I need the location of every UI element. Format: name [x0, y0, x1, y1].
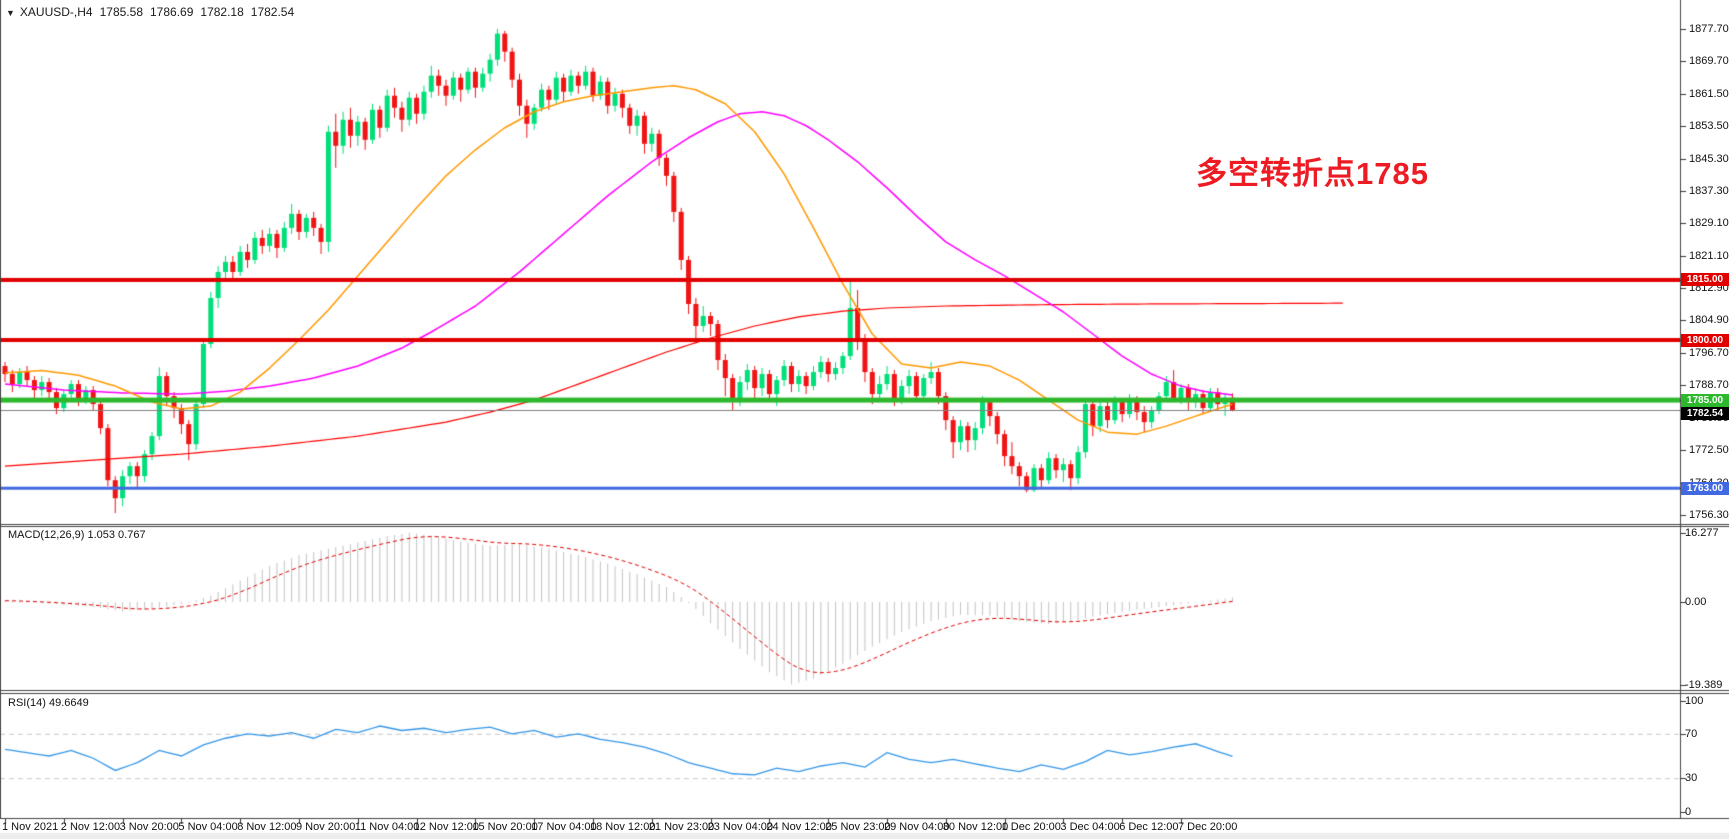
time-axis-label: 3 Nov 20:00	[119, 821, 179, 833]
rsi-axis-label: 70	[1685, 727, 1698, 740]
current-price-badge: 1782.54	[1681, 407, 1729, 420]
macd-indicator-label: MACD(12,26,9) 1.053 0.767	[8, 529, 146, 541]
time-axis-label: 23 Nov 04:00	[707, 821, 774, 833]
time-axis-label: 11 Nov 04:00	[354, 821, 420, 833]
price-axis-label: 1837.30	[1689, 184, 1729, 197]
time-axis-label: 2 Nov 12:00	[60, 821, 121, 833]
price-axis-label: 1796.70	[1689, 347, 1729, 360]
time-axis-label: 1 Dec 20:00	[1001, 821, 1061, 833]
price-level-badge: 1785.00	[1681, 394, 1729, 407]
price-level-badge: 1763.00	[1681, 482, 1729, 495]
price-level-badge: 1815.00	[1681, 273, 1729, 286]
quote-open: 1785.58	[99, 5, 143, 19]
rsi-indicator-label: RSI(14) 49.6649	[8, 697, 89, 709]
time-axis-label: 29 Nov 04:00	[884, 821, 950, 833]
price-axis-label: 1877.70	[1689, 22, 1729, 35]
price-axis-label: 1829.10	[1689, 217, 1729, 230]
price-axis-label: 1788.70	[1689, 379, 1729, 392]
symbol-info-bar: ▼ XAUUSD-,H4 1785.58 1786.69 1782.18 1782.54	[6, 5, 301, 19]
time-axis-label: 25 Nov 23:00	[825, 821, 891, 833]
time-axis-label: 9 Nov 20:00	[296, 821, 356, 833]
time-axis-label: 1 Nov 2021	[2, 821, 59, 833]
time-axis-label: 8 Nov 12:00	[237, 821, 297, 833]
rsi-axis-label: 0	[1685, 805, 1692, 818]
quote-high: 1786.69	[150, 5, 194, 19]
price-axis-label: 1772.50	[1689, 444, 1729, 457]
quote-close: 1782.54	[250, 5, 295, 19]
time-axis-label: 24 Nov 12:00	[766, 821, 832, 833]
time-axis-label: 21 Nov 23:00	[648, 821, 715, 833]
price-axis-label: 1756.30	[1689, 509, 1729, 522]
time-axis-label: 12 Nov 12:00	[413, 821, 480, 833]
price-axis-label: 1804.90	[1689, 314, 1729, 327]
symbol-timeframe-label: XAUUSD-,H4	[19, 5, 93, 19]
rsi-axis-label: 100	[1685, 694, 1704, 707]
time-axis-label: 6 Dec 12:00	[1119, 821, 1179, 833]
price-level-badge: 1800.00	[1681, 334, 1729, 347]
macd-axis-label: 16.277	[1685, 526, 1719, 539]
macd-axis-label: 0.00	[1685, 596, 1707, 608]
price-axis-label: 1853.50	[1689, 119, 1729, 132]
price-axis-label: 1869.70	[1689, 54, 1729, 67]
price-axis-label: 1861.50	[1689, 87, 1729, 100]
time-axis-label: 18 Nov 12:00	[590, 821, 656, 833]
macd-axis-label: -19.389	[1685, 678, 1723, 691]
time-axis-label: 3 Dec 04:00	[1060, 821, 1120, 833]
time-axis-label: 15 Nov 20:00	[472, 821, 538, 833]
time-axis-label: 17 Nov 04:00	[531, 821, 597, 833]
rsi-axis-label: 30	[1685, 772, 1698, 785]
quote-low: 1782.18	[200, 5, 244, 19]
time-axis-label: 30 Nov 12:00	[942, 821, 1009, 833]
price-axis-label: 1845.30	[1689, 152, 1729, 165]
price-axis-label: 1821.10	[1689, 249, 1729, 262]
time-axis-label: 7 Dec 20:00	[1178, 821, 1238, 833]
chart-text-annotation: 多空转折点1785	[1196, 156, 1429, 191]
time-axis-label: 5 Nov 04:00	[178, 821, 238, 833]
symbol-dropdown-icon[interactable]: ▼	[6, 8, 15, 18]
